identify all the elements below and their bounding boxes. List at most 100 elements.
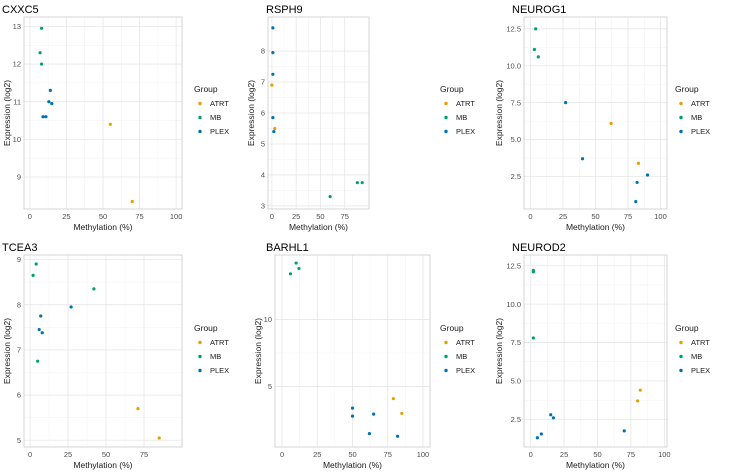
data-point-atrt bbox=[136, 407, 140, 411]
y-tick-label: 5 bbox=[268, 382, 272, 391]
x-tick-label: 75 bbox=[135, 212, 143, 221]
y-tick-label: 5 bbox=[261, 140, 265, 149]
chart-title: TCEA3 bbox=[2, 242, 37, 254]
data-point-plex bbox=[271, 72, 275, 76]
legend-title: Group bbox=[440, 84, 464, 94]
legend: Group ATRT MB PLEX bbox=[675, 84, 710, 136]
data-point-plex bbox=[37, 327, 41, 332]
y-tick-label: 11 bbox=[13, 97, 21, 106]
y-axis-label: Expression (log2) bbox=[2, 318, 12, 384]
data-point-atrt bbox=[130, 199, 134, 204]
y-tick-label: 12.5 bbox=[506, 24, 521, 33]
data-point-mb bbox=[288, 272, 293, 276]
x-tick-label: 0 bbox=[529, 450, 533, 459]
data-point-plex bbox=[372, 412, 376, 416]
data-point-mb bbox=[328, 195, 332, 199]
data-point-plex bbox=[48, 88, 52, 93]
legend-key-mb bbox=[198, 354, 202, 359]
chart-title: NEUROG1 bbox=[512, 4, 566, 16]
data-point-mb bbox=[39, 62, 44, 66]
data-point-plex bbox=[622, 429, 626, 433]
data-point-atrt bbox=[400, 411, 404, 416]
y-tick-label: 7 bbox=[261, 78, 265, 87]
legend-key-plex bbox=[444, 368, 448, 373]
legend-label-atrt: ATRT bbox=[691, 99, 710, 108]
chart-title: BARHL1 bbox=[266, 242, 309, 254]
x-tick-label: 100 bbox=[654, 212, 667, 221]
legend-title: Group bbox=[194, 323, 218, 333]
legend-label-plex: PLEX bbox=[210, 127, 229, 136]
y-axis-label: Expression (log2) bbox=[494, 80, 504, 146]
data-point-atrt bbox=[391, 397, 395, 401]
y-tick-label: 5.0 bbox=[511, 377, 521, 386]
data-point-mb bbox=[297, 266, 301, 271]
x-tick-label: 75 bbox=[624, 212, 632, 221]
x-axis-label: Methylation (%) bbox=[323, 460, 382, 470]
x-axis-label: Methylation (%) bbox=[73, 460, 132, 470]
legend-key-plex bbox=[444, 129, 448, 134]
panel-border bbox=[523, 254, 668, 448]
legend-key-plex bbox=[679, 368, 683, 373]
data-point-plex bbox=[47, 100, 51, 104]
data-point-plex bbox=[50, 101, 54, 106]
legend-label-mb: MB bbox=[210, 352, 221, 361]
data-point-plex bbox=[535, 436, 539, 440]
legend-title: Group bbox=[675, 84, 699, 94]
chart-panel-barhl1: 0 25 50 75 100 5 10 Methylation (%) Expression (… bbox=[253, 242, 475, 470]
legend: Group ATRT MB PLEX bbox=[440, 84, 475, 136]
x-axis-label: Methylation (%) bbox=[566, 222, 625, 232]
legend: Group ATRT MB PLEX bbox=[675, 323, 710, 375]
x-tick-label: 50 bbox=[102, 450, 110, 459]
x-tick-label: 50 bbox=[348, 450, 356, 459]
data-point-plex bbox=[350, 414, 355, 418]
data-point-mb bbox=[534, 27, 538, 31]
x-tick-label: 75 bbox=[384, 450, 392, 459]
y-tick-label: 13 bbox=[13, 22, 21, 31]
legend-label-atrt: ATRT bbox=[456, 338, 475, 347]
panel-border bbox=[267, 16, 370, 210]
data-point-mb bbox=[355, 181, 359, 185]
legend-label-plex: PLEX bbox=[691, 127, 710, 136]
panel-border bbox=[523, 16, 668, 210]
panel-border bbox=[274, 254, 431, 448]
x-tick-label: 50 bbox=[593, 450, 601, 459]
legend-label-atrt: ATRT bbox=[456, 99, 475, 108]
y-tick-label: 7 bbox=[17, 345, 21, 354]
legend-key-atrt bbox=[198, 340, 202, 345]
data-point-plex bbox=[564, 101, 568, 105]
panel-border bbox=[23, 254, 183, 448]
data-point-plex bbox=[549, 413, 553, 417]
x-tick-label: 0 bbox=[528, 212, 532, 221]
legend-label-plex: PLEX bbox=[456, 366, 475, 375]
y-tick-label: 8 bbox=[17, 300, 21, 309]
y-tick-label: 12.5 bbox=[506, 261, 521, 270]
x-tick-label: 25 bbox=[292, 212, 300, 221]
data-point-plex bbox=[41, 115, 45, 119]
data-point-plex bbox=[39, 314, 43, 318]
x-axis-label: Methylation (%) bbox=[289, 222, 348, 232]
data-point-atrt bbox=[609, 121, 613, 125]
plot-background bbox=[524, 255, 667, 447]
x-tick-label: 75 bbox=[627, 450, 635, 459]
x-tick-label: 0 bbox=[270, 212, 274, 221]
legend-label-plex: PLEX bbox=[210, 366, 229, 375]
chart-title: CXXC5 bbox=[2, 4, 39, 16]
data-point-atrt bbox=[636, 161, 641, 165]
data-point-mb bbox=[92, 287, 96, 291]
y-tick-label: 4 bbox=[261, 171, 265, 180]
data-point-plex bbox=[272, 129, 276, 134]
x-tick-label: 25 bbox=[64, 450, 72, 459]
chart-panel-neurod2: 0 25 50 75 100 2.5 5.0 7.5 10.0 12.5 Methylation (… bbox=[494, 242, 710, 470]
data-point-mb bbox=[31, 273, 35, 277]
chart-title: NEUROD2 bbox=[512, 242, 566, 254]
legend-key-atrt bbox=[679, 101, 683, 106]
x-tick-label: 25 bbox=[313, 450, 321, 459]
x-tick-label: 0 bbox=[28, 450, 32, 459]
legend-key-atrt bbox=[679, 340, 683, 345]
data-point-plex bbox=[69, 305, 73, 309]
data-point-plex bbox=[44, 115, 48, 119]
data-point-atrt bbox=[273, 126, 277, 131]
legend-key-plex bbox=[679, 129, 683, 134]
y-tick-label: 7.5 bbox=[511, 98, 521, 107]
x-tick-label: 0 bbox=[28, 212, 32, 221]
